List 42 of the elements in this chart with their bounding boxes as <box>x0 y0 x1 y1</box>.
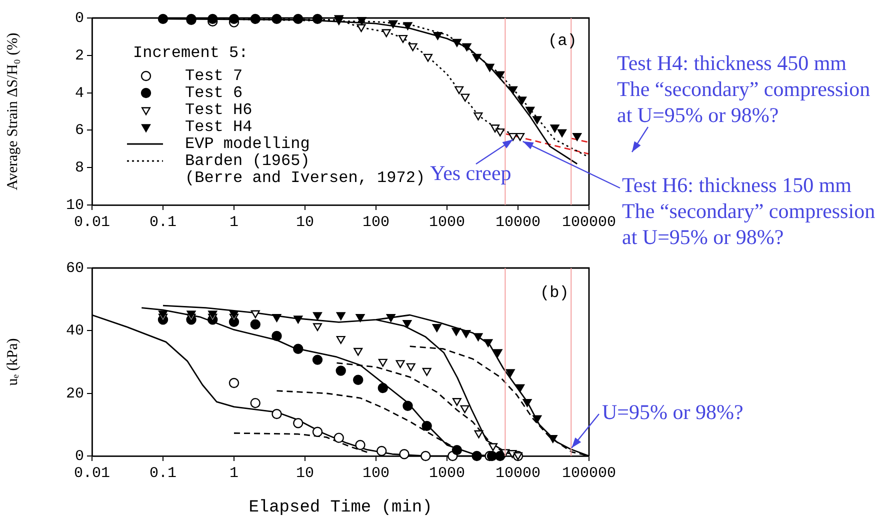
text: Test H4: thickness 450 mm The “secondary” compression at U=95% or 98%? <box>617 51 871 127</box>
annotation: (a) <box>548 32 577 50</box>
legend-label: Test 7 <box>185 67 243 86</box>
x-tick-label: 0.01 <box>74 214 110 231</box>
annotation: U=95% or 98%? <box>602 400 744 424</box>
legend-label: Test H4 <box>185 118 252 136</box>
annotation: (b) <box>540 284 569 302</box>
y-tick-label: 10 <box>66 196 84 214</box>
x-tick-label: 100000 <box>562 214 616 231</box>
y-tick-label: 60 <box>66 260 84 277</box>
x-tick-label: 1000 <box>428 464 466 482</box>
y-tick-label: 0 <box>74 10 84 27</box>
x-tick-label: 1 <box>229 464 239 482</box>
x-tick-label: 10000 <box>495 464 541 482</box>
y-tick-label: 6 <box>74 122 84 140</box>
x-tick-label: 100 <box>362 214 390 231</box>
x-tick-label: 0.1 <box>149 464 177 482</box>
y-axis-title: uₑ (kPa) <box>4 338 21 386</box>
x-tick-label: 10 <box>296 464 314 482</box>
x-tick-label: 100 <box>362 464 390 482</box>
legend-label: Barden (1965) (Berre and Iversen, 1972) <box>185 152 426 188</box>
x-tick-label: 1 <box>229 214 239 231</box>
x-tick-label: 0.01 <box>74 464 110 482</box>
x-tick-label: 100000 <box>562 464 616 482</box>
y-tick-label: 8 <box>74 160 84 177</box>
y-tick-label: 0 <box>74 448 84 465</box>
legend-label: EVP modelling <box>185 135 310 154</box>
y-axis-title: Average Strain ΔS/H₀ (%) <box>4 32 21 190</box>
annotation: Test H6: thickness 150 mm The “secondary” compression at U=95% or 98%? <box>622 173 876 249</box>
x-axis-title: Elapsed Time (min) <box>248 498 432 518</box>
legend-label: Test 6 <box>185 84 243 102</box>
x-tick-label: 10 <box>296 214 314 231</box>
x-tick-label: 0.1 <box>149 214 177 231</box>
y-tick-label: 40 <box>66 322 84 340</box>
y-tick-label: 4 <box>74 84 84 102</box>
annotation: Yes creep <box>430 161 512 185</box>
legend-title: Increment 5: <box>133 44 248 62</box>
legend-label: Test H6 <box>185 101 252 120</box>
x-tick-label: 10000 <box>495 214 541 231</box>
y-tick-label: 20 <box>66 385 84 402</box>
x-tick-label: 1000 <box>428 214 466 231</box>
y-tick-label: 2 <box>74 47 84 64</box>
